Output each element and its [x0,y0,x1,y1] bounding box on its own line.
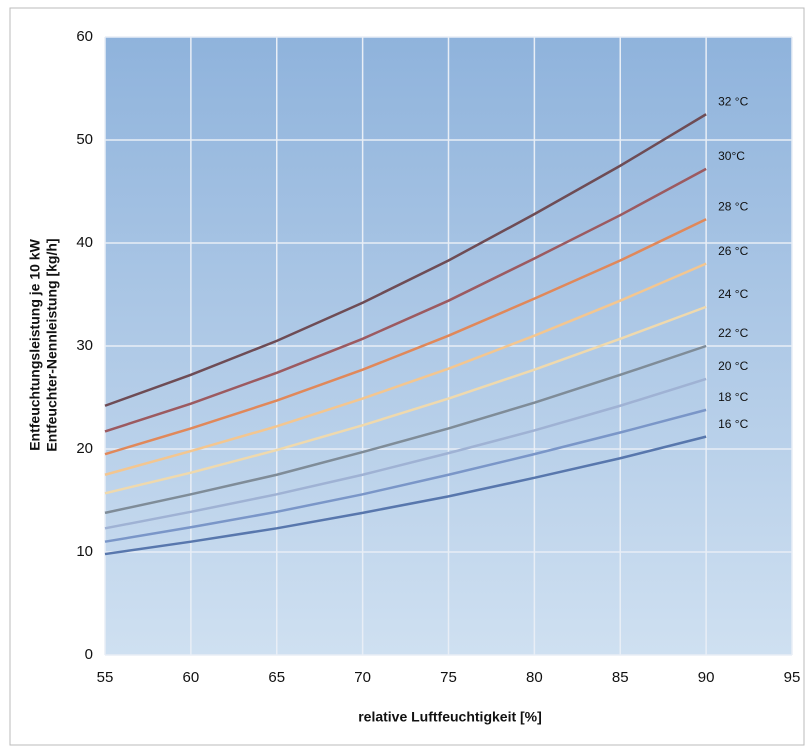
x-tick-label: 70 [354,669,371,686]
series-label: 20 °C [718,359,748,373]
series-line [104,113,707,407]
x-tick-label: 90 [698,669,715,686]
x-axis-title: relative Luftfeuchtigkeit [%] [358,709,542,725]
series-line [104,305,707,495]
series-line [104,262,707,476]
series-label: 28 °C [718,199,748,213]
y-tick-label: 40 [76,234,93,251]
series-label: 16 °C [718,417,748,431]
series-line [104,167,707,433]
series-line [104,344,707,515]
series-line [104,218,707,456]
y-tick-label: 60 [76,28,93,45]
x-tick-label: 65 [268,669,285,686]
y-tick-label: 0 [85,646,93,663]
series-label: 18 °C [718,390,748,404]
series-line [104,408,707,543]
y-axis-title: Entfeuchtungsleistung je 10 kW [27,238,43,450]
y-axis-title: Entfeuchter-Nennleistung [kg/h] [44,238,60,451]
x-tick-label: 60 [183,669,200,686]
y-tick-label: 10 [76,543,93,560]
x-tick-label: 85 [612,669,629,686]
series-label: 22 °C [718,326,748,340]
series-line [104,377,707,530]
series-label: 30°C [718,149,745,163]
series-label: 26 °C [718,244,748,258]
series-label: 32 °C [718,94,748,108]
series-label: 24 °C [718,287,748,301]
x-tick-label: 95 [784,669,801,686]
y-tick-label: 50 [76,131,93,148]
y-tick-label: 20 [76,440,93,457]
x-tick-label: 55 [97,669,114,686]
y-tick-label: 30 [76,337,93,354]
x-tick-label: 75 [440,669,457,686]
x-tick-label: 80 [526,669,543,686]
series-line [104,435,707,556]
